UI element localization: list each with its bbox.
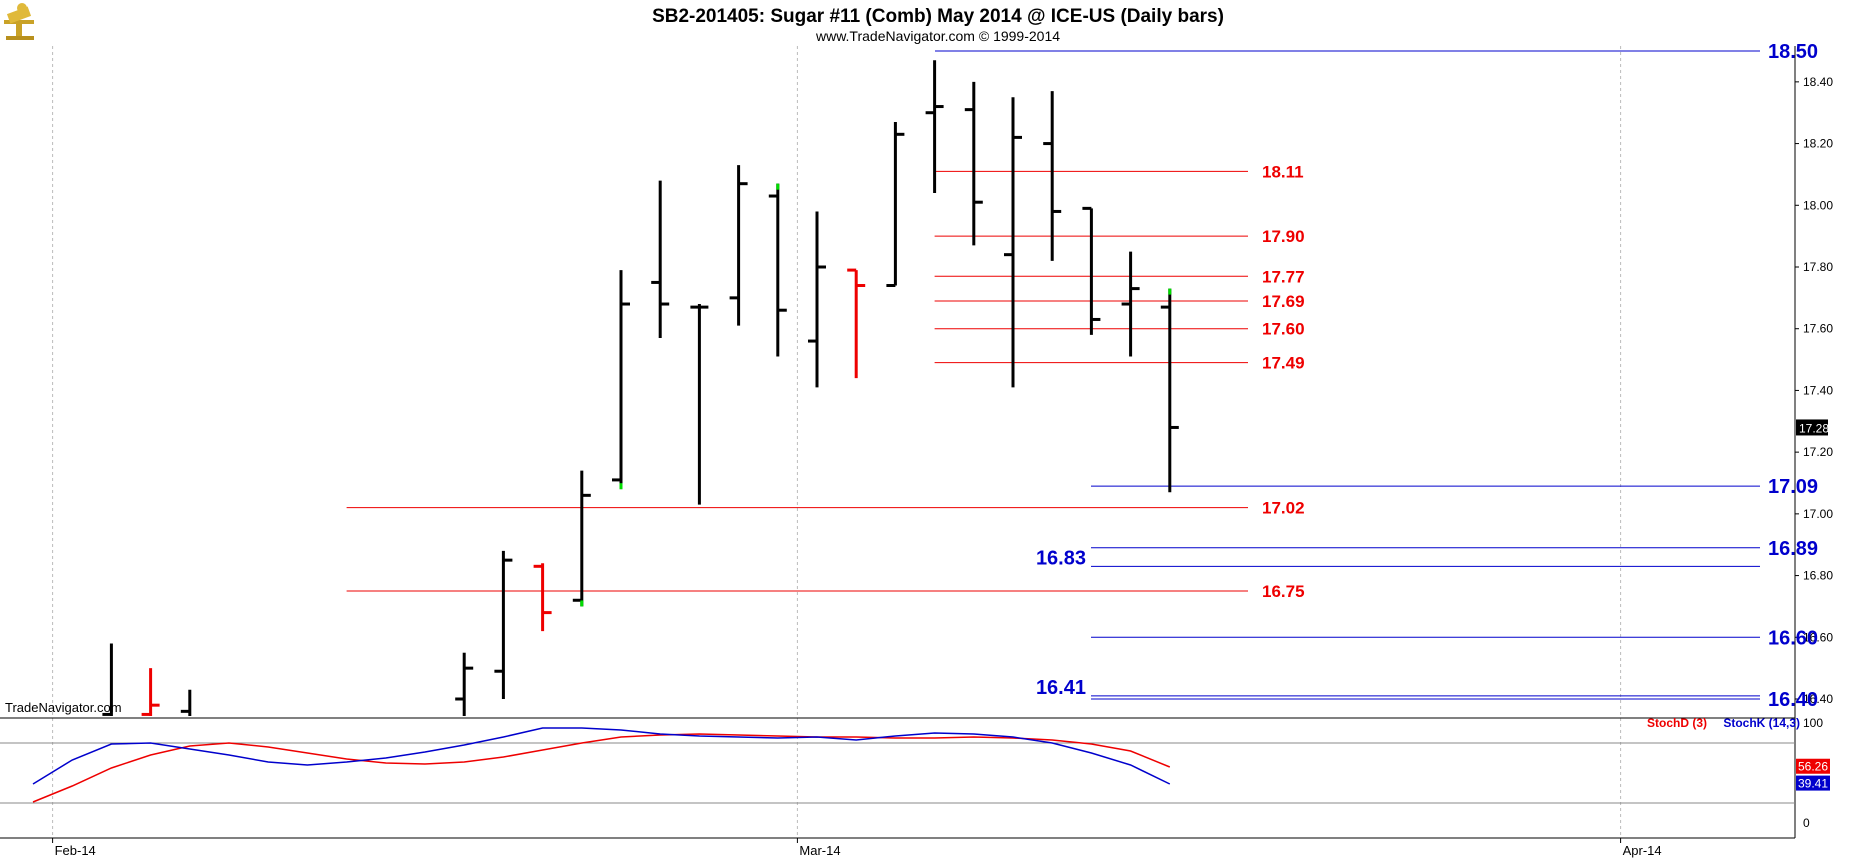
price-tick-label: 18.40 bbox=[1803, 75, 1833, 89]
ohlc-bars bbox=[102, 60, 1179, 716]
stoch-d-legend: StochD (3) bbox=[1647, 716, 1707, 730]
stoch-k-last-box bbox=[1796, 775, 1830, 791]
blue-level-label: 16.83 bbox=[1036, 547, 1086, 569]
grid bbox=[52, 46, 1622, 838]
price-tick-label: 17.60 bbox=[1803, 322, 1833, 336]
watermark-text: TradeNavigator.com bbox=[5, 700, 122, 715]
ohlc-bar bbox=[455, 652, 474, 716]
time-axis: Feb-14 Mar-14 Apr-14 bbox=[52, 838, 1662, 858]
price-axis: 18.40 18.20 18.00 17.80 17.60 17.40 17.20 17.00… bbox=[1794, 46, 1833, 838]
red-level-label: 16.75 bbox=[1262, 582, 1305, 601]
red-level-label: 18.11 bbox=[1262, 162, 1304, 181]
ohlc-bar bbox=[1043, 91, 1062, 261]
price-tick-label: 17.40 bbox=[1803, 383, 1833, 397]
stoch-d-last-label: 56.26 bbox=[1798, 760, 1828, 774]
ohlc-bar bbox=[651, 180, 670, 338]
ohlc-bar bbox=[533, 563, 552, 632]
red-level-label: 17.60 bbox=[1262, 320, 1305, 339]
blue-level-label: 17.09 bbox=[1768, 476, 1818, 498]
ohlc-bar bbox=[1160, 288, 1179, 493]
ohlc-bar bbox=[572, 470, 591, 607]
ohlc-bar bbox=[494, 550, 513, 699]
stoch-d-line bbox=[32, 733, 1171, 803]
x-tick-label: Mar-14 bbox=[799, 843, 840, 858]
stoch-tick-label: 100 bbox=[1803, 716, 1823, 730]
ohlc-bar bbox=[808, 211, 826, 388]
ohlc-bar bbox=[690, 304, 709, 505]
blue-level-label: 16.89 bbox=[1768, 538, 1818, 560]
ohlc-bar bbox=[729, 165, 748, 326]
red-level-label: 17.90 bbox=[1262, 227, 1305, 246]
stoch-k-legend: StochK (14,3) bbox=[1723, 716, 1800, 730]
ohlc-bar bbox=[1082, 206, 1101, 335]
blue-level-label: 18.50 bbox=[1768, 41, 1818, 63]
red-level-label: 17.49 bbox=[1262, 354, 1305, 373]
ohlc-bar bbox=[925, 60, 944, 193]
price-tick-label: 17.20 bbox=[1803, 445, 1833, 459]
x-tick-label: Apr-14 bbox=[1623, 843, 1662, 858]
blue-level-label: 16.40 bbox=[1768, 689, 1818, 711]
last-price-box bbox=[1796, 419, 1828, 436]
ohlc-bar bbox=[886, 121, 905, 288]
price-tick-label: 16.60 bbox=[1803, 630, 1833, 644]
ohlc-bar bbox=[1004, 97, 1022, 388]
last-price-label: 17.28 bbox=[1799, 421, 1829, 435]
ohlc-bar bbox=[180, 689, 192, 716]
level-lines: 18.11 17.90 17.77 17.69 17.60 17.49 17.02 16.75… bbox=[346, 41, 1818, 711]
ohlc-bar bbox=[102, 643, 113, 716]
price-tick-label: 18.00 bbox=[1803, 198, 1833, 212]
price-tick-label: 17.00 bbox=[1803, 507, 1833, 521]
stoch-tick-label: 0 bbox=[1803, 816, 1810, 830]
price-tick-label: 16.80 bbox=[1803, 569, 1833, 583]
ohlc-bar bbox=[768, 183, 787, 357]
price-tick-label: 18.20 bbox=[1803, 137, 1833, 151]
price-tick-label: 16.40 bbox=[1803, 692, 1833, 706]
x-tick-label: Feb-14 bbox=[55, 843, 96, 858]
stoch-k-last-label: 39.41 bbox=[1798, 777, 1828, 791]
price-tick-label: 17.80 bbox=[1803, 260, 1833, 274]
ohlc-bar bbox=[141, 668, 160, 716]
stoch-k-line bbox=[32, 727, 1171, 785]
ohlc-bar bbox=[847, 268, 866, 379]
blue-level-label: 16.41 bbox=[1036, 677, 1086, 699]
ohlc-bar bbox=[612, 270, 630, 490]
trade-navigator-logo-icon bbox=[4, 3, 34, 40]
ohlc-bar bbox=[1121, 251, 1140, 357]
stoch-d-last-box bbox=[1796, 758, 1830, 774]
red-level-label: 17.69 bbox=[1262, 292, 1305, 311]
chart-title: SB2-201405: Sugar #11 (Comb) May 2014 @ … bbox=[652, 6, 1224, 27]
ohlc-bar bbox=[964, 81, 983, 246]
chart-subtitle: www.TradeNavigator.com © 1999-2014 bbox=[815, 28, 1060, 44]
blue-level-label: 16.60 bbox=[1768, 627, 1818, 649]
red-level-label: 17.77 bbox=[1262, 267, 1305, 286]
red-level-label: 17.02 bbox=[1262, 499, 1305, 518]
stochastic-panel: 100 0 56.26 39.41 bbox=[0, 716, 1830, 839]
